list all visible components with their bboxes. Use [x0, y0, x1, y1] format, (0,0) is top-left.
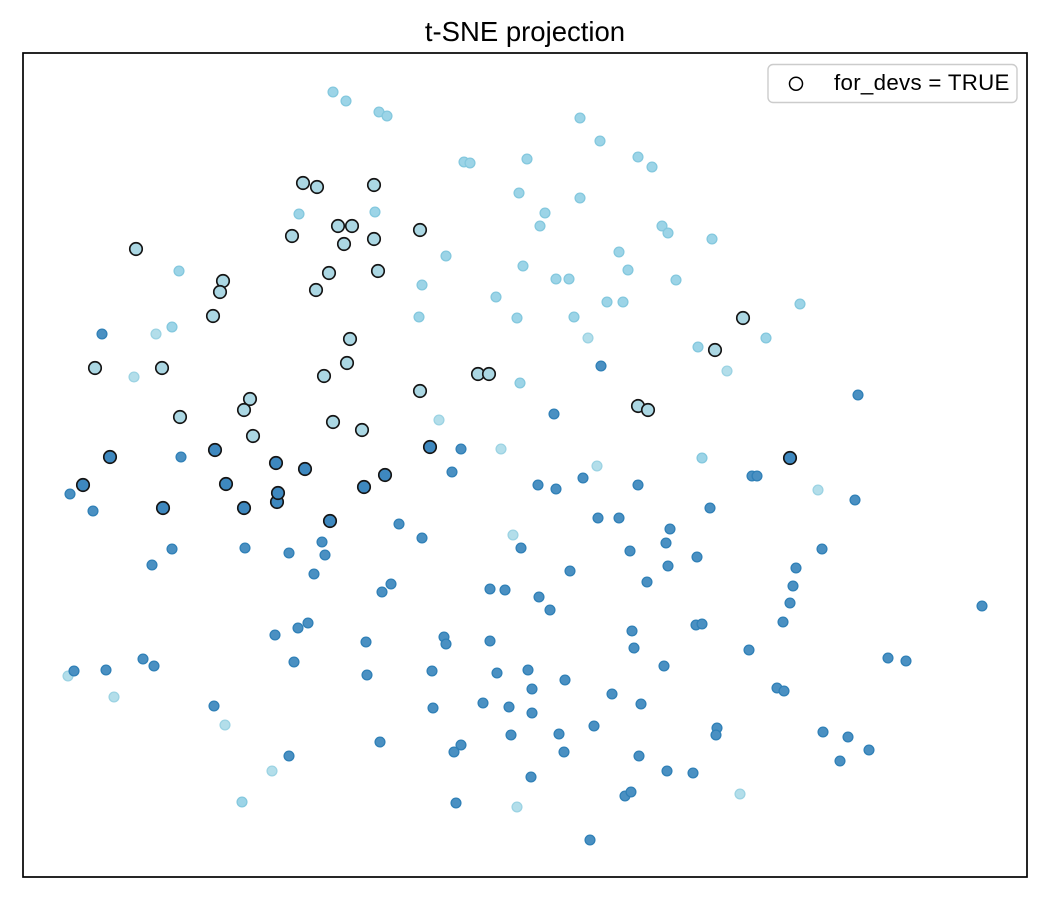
svg-text:for_devs = TRUE: for_devs = TRUE [834, 70, 1010, 95]
